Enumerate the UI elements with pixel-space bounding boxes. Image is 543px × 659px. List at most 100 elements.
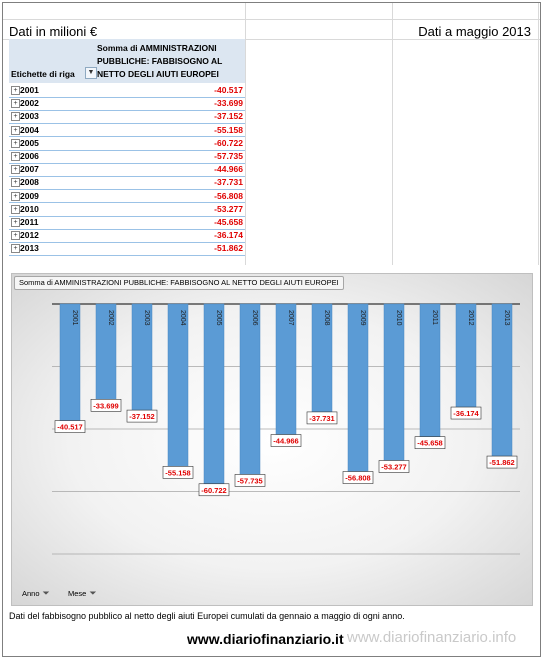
data-label-box bbox=[90, 399, 122, 412]
expand-icon[interactable]: + bbox=[11, 165, 20, 175]
pivot-row-year: 2009 bbox=[20, 190, 39, 201]
expand-icon[interactable]: + bbox=[11, 112, 20, 122]
pivot-row[interactable]: +2010 -53.277 bbox=[9, 203, 245, 216]
spreadsheet-grid bbox=[3, 3, 540, 265]
data-label-box bbox=[342, 471, 374, 484]
row-separator bbox=[9, 136, 245, 138]
expand-icon[interactable]: + bbox=[11, 191, 20, 201]
expand-icon[interactable]: + bbox=[11, 152, 20, 161]
data-label: -45.658 bbox=[417, 439, 442, 448]
expand-icon[interactable]: + bbox=[11, 99, 20, 109]
data-label-box bbox=[162, 466, 194, 479]
data-label: -33.699 bbox=[93, 401, 118, 410]
data-label-box bbox=[414, 436, 446, 449]
data-label-box bbox=[234, 474, 266, 487]
row-labels-header: Etichette di riga bbox=[11, 69, 75, 79]
expand-icon[interactable]: + bbox=[11, 244, 20, 254]
pivot-row-value: -51.862 bbox=[214, 243, 243, 254]
row-separator bbox=[9, 175, 245, 177]
data-label: -53.277 bbox=[381, 462, 406, 471]
pivot-row[interactable]: +2002 -33.699 bbox=[9, 97, 245, 110]
pivot-row-value: -37.731 bbox=[214, 177, 243, 188]
category-label: 2006 bbox=[251, 310, 258, 326]
axis-button-mese[interactable]: Mese ⏷ bbox=[68, 588, 97, 599]
pivot-row[interactable]: +2012 -36.174 bbox=[9, 229, 245, 242]
pivot-row-value: -37.152 bbox=[214, 111, 243, 122]
data-label-box bbox=[270, 434, 302, 447]
pivot-row[interactable]: +2003 -37.152 bbox=[9, 110, 245, 123]
data-label-box bbox=[486, 455, 518, 469]
data-label-box bbox=[198, 483, 230, 497]
data-label: -56.808 bbox=[345, 474, 370, 483]
brand-link[interactable]: www.diariofinanziario.it bbox=[187, 631, 344, 647]
category-label: 2013 bbox=[503, 310, 510, 326]
category-label: 2007 bbox=[287, 310, 294, 326]
pivot-row-year: 2002 bbox=[20, 98, 39, 109]
axis-button-anno-label: Anno bbox=[22, 589, 40, 598]
pivot-row-value: -36.174 bbox=[214, 230, 243, 241]
pivot-row-year: 2011 bbox=[20, 217, 39, 227]
pivot-row[interactable]: +2009 -56.808 bbox=[9, 190, 245, 203]
category-label: 2012 bbox=[467, 310, 474, 326]
row-separator bbox=[9, 189, 245, 191]
expand-icon[interactable]: + bbox=[11, 231, 20, 241]
units-label: Dati in milioni € bbox=[9, 24, 98, 39]
pivot-row[interactable]: +2007 -44.966 bbox=[9, 163, 245, 176]
pivot-row-year: 2001 bbox=[20, 85, 39, 95]
pivot-row[interactable]: +2004 -55.158 bbox=[9, 124, 245, 137]
pivot-row-year: 2007 bbox=[20, 164, 39, 175]
date-label: Dati a maggio 2013 bbox=[418, 24, 531, 39]
row-separator bbox=[9, 149, 245, 151]
data-label-box bbox=[306, 411, 338, 425]
bar-2006 bbox=[239, 303, 261, 485]
chart-field-button[interactable]: Somma di AMMINISTRAZIONI PUBBLICHE: FABB… bbox=[14, 276, 344, 290]
expand-icon[interactable]: + bbox=[11, 138, 20, 148]
pivot-row-value: -60.722 bbox=[214, 137, 243, 148]
data-label: -37.731 bbox=[309, 414, 334, 423]
expand-icon[interactable]: + bbox=[11, 86, 20, 95]
pivot-row-year: 2012 bbox=[20, 230, 39, 241]
pivot-row[interactable]: +2001 -40.517 bbox=[9, 84, 245, 97]
category-label: 2004 bbox=[179, 310, 186, 326]
pivot-row-year: 2008 bbox=[20, 177, 39, 188]
category-label: 2005 bbox=[215, 310, 222, 326]
pivot-row-value: -45.658 bbox=[214, 217, 243, 227]
category-label: 2009 bbox=[359, 310, 366, 326]
row-separator bbox=[9, 109, 245, 111]
row-separator bbox=[9, 255, 245, 257]
category-label: 2001 bbox=[71, 310, 78, 326]
row-separator bbox=[9, 241, 245, 243]
watermark: www.diariofinanziario.info bbox=[347, 629, 517, 646]
pivot-row-value: -44.966 bbox=[214, 164, 243, 175]
pivot-row-year: 2010 bbox=[20, 203, 39, 214]
row-separator bbox=[9, 228, 245, 230]
pivot-row[interactable]: +2006 -57.735 bbox=[9, 150, 245, 163]
bar-2005 bbox=[203, 303, 225, 495]
expand-icon[interactable]: + bbox=[11, 178, 20, 188]
row-separator bbox=[9, 96, 245, 98]
axis-button-anno[interactable]: Anno ⏷ bbox=[22, 588, 50, 599]
pivot-row-year: 2005 bbox=[20, 137, 39, 148]
pivot-row[interactable]: +2011 -45.658 bbox=[9, 216, 245, 229]
category-label: 2010 bbox=[395, 310, 402, 326]
pivot-value-header: Somma di AMMINISTRAZIONI PUBBLICHE: FABB… bbox=[97, 43, 223, 79]
pivot-row-year: 2013 bbox=[20, 243, 39, 254]
category-label: 2002 bbox=[107, 310, 114, 326]
expand-icon[interactable]: + bbox=[11, 204, 20, 214]
pivot-row-value: -33.699 bbox=[214, 98, 243, 109]
filter-icon[interactable]: ▼ bbox=[85, 67, 97, 79]
expand-icon[interactable]: + bbox=[11, 218, 20, 227]
pivot-row[interactable]: +2008 -37.731 bbox=[9, 176, 245, 189]
pivot-row[interactable]: +2005 -60.722 bbox=[9, 137, 245, 150]
funnel-icon: ⏷ bbox=[89, 588, 97, 598]
pivot-row-year: 2003 bbox=[20, 111, 39, 122]
expand-icon[interactable]: + bbox=[11, 125, 20, 135]
pivot-row-year: 2006 bbox=[20, 151, 39, 161]
pivot-row-value: -56.808 bbox=[214, 190, 243, 201]
pivot-chart[interactable]: Somma di AMMINISTRAZIONI PUBBLICHE: FABB… bbox=[11, 273, 533, 606]
pivot-row[interactable]: +2013 -51.862 bbox=[9, 242, 245, 255]
pivot-row-value: -40.517 bbox=[214, 85, 243, 95]
data-label: -51.862 bbox=[489, 458, 514, 467]
pivot-row-value: -55.158 bbox=[214, 124, 243, 135]
pivot-header: Somma di AMMINISTRAZIONI PUBBLICHE: FABB… bbox=[9, 39, 245, 83]
